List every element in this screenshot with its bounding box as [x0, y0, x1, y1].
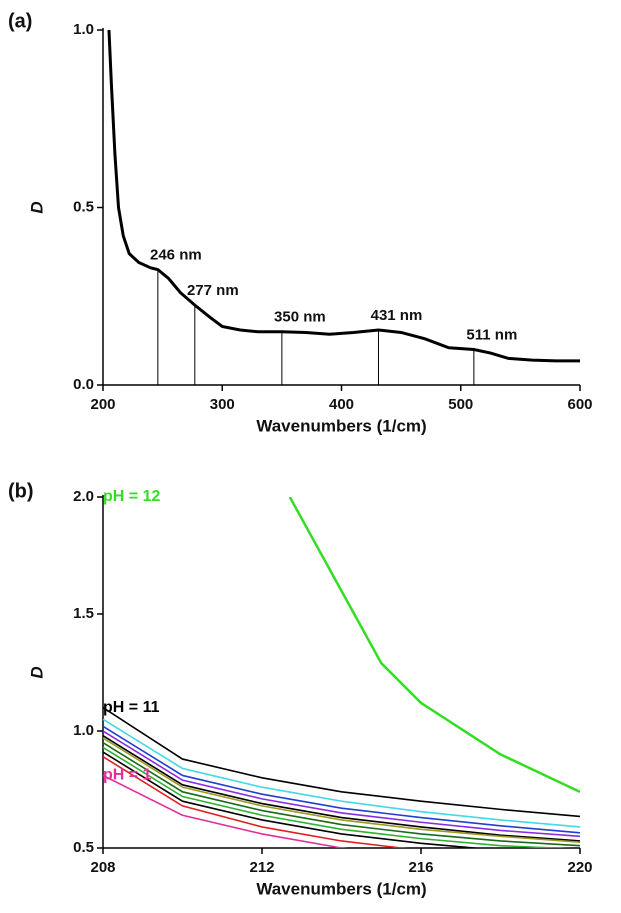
data-line — [103, 751, 484, 848]
panel-label: (b) — [8, 480, 34, 502]
x-tick-label: 400 — [329, 396, 354, 413]
x-axis-label: Wavenumbers (1/cm) — [256, 416, 426, 435]
x-tick-label: 220 — [567, 859, 592, 876]
series-label: pH = 12 — [103, 488, 160, 505]
x-tick-label: 300 — [210, 396, 235, 413]
series-label: pH = 1 — [103, 767, 152, 784]
panel-label: (a) — [8, 10, 32, 32]
annotation: 277 nm — [187, 282, 239, 299]
y-tick-label: 2.0 — [73, 488, 94, 505]
x-tick-label: 600 — [567, 396, 592, 413]
y-axis-label: D — [27, 666, 46, 678]
data-line — [107, 29, 580, 363]
series-label: pH = 11 — [103, 699, 160, 716]
y-tick-label: 0.5 — [73, 839, 94, 856]
data-line — [103, 774, 349, 848]
data-line — [103, 725, 580, 834]
x-tick-label: 200 — [90, 396, 115, 413]
data-line — [103, 746, 572, 848]
data-line — [103, 706, 580, 818]
x-tick-label: 212 — [249, 859, 274, 876]
x-axis-label: Wavenumbers (1/cm) — [256, 879, 426, 898]
annotation: 511 nm — [466, 326, 517, 343]
x-tick-label: 216 — [408, 859, 433, 876]
annotation: 246 nm — [150, 247, 202, 264]
y-tick-label: 1.0 — [73, 21, 94, 38]
data-line — [288, 497, 580, 793]
data-line — [103, 734, 580, 842]
data-line — [103, 730, 580, 838]
panel: (a) 0.0 0.5 1.0 200 300 400 500 600 Wavenumbers (… — [8, 10, 593, 435]
x-tick-label: 208 — [90, 859, 115, 876]
annotation: 350 nm — [274, 309, 326, 326]
data-line — [103, 742, 580, 847]
data-line — [103, 756, 408, 848]
y-tick-label: 0.5 — [73, 198, 94, 215]
data-line — [103, 737, 580, 843]
panel: (b) 0.5 1.0 1.5 2.0 208 212 216 220 Wavenumbers (… — [8, 480, 593, 898]
y-tick-label: 0.0 — [73, 376, 94, 393]
data-line — [103, 718, 580, 828]
x-tick-label: 500 — [448, 396, 473, 413]
y-axis-label: D — [27, 201, 46, 213]
y-tick-label: 1.0 — [73, 722, 94, 739]
annotation: 431 nm — [371, 307, 423, 324]
y-tick-label: 1.5 — [73, 605, 94, 622]
